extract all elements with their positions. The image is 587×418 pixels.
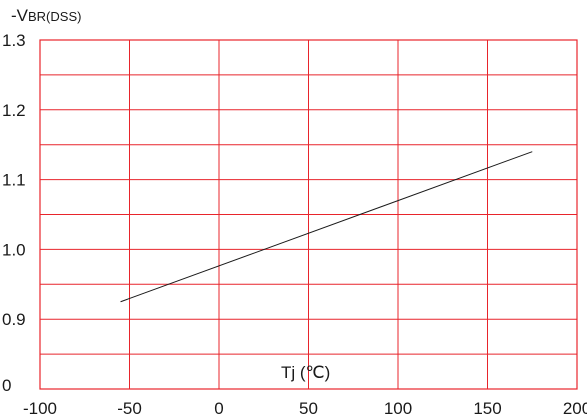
y-axis-label-subscript: BR(DSS) <box>28 9 81 24</box>
x-tick-label-5: 150 <box>473 399 501 418</box>
x-tick-label-4: 100 <box>384 399 412 418</box>
y-tick-label-4: 1.2 <box>2 101 26 120</box>
y-tick-label-1: 0.9 <box>2 310 26 329</box>
x-tick-label-0: -100 <box>23 399 57 418</box>
x-tick-labels: -100 -50 0 50 100 150 200 <box>23 399 587 418</box>
x-tick-label-6: 200 <box>563 399 587 418</box>
y-tick-label-5: 1.3 <box>2 31 26 50</box>
y-tick-label-3: 1.1 <box>2 171 26 190</box>
x-tick-label-2: 0 <box>214 399 223 418</box>
series-group <box>120 151 533 303</box>
plot-frame <box>39 39 578 390</box>
x-tick-label-3: 50 <box>299 399 318 418</box>
y-axis-label-prefix: -V <box>11 6 29 25</box>
y-axis-label: -VBR(DSS) <box>11 6 81 25</box>
grid <box>39 39 578 390</box>
x-tick-label-1: -50 <box>117 399 142 418</box>
y-tick-label-0: 0 <box>2 376 11 395</box>
x-axis-label: Tj (℃) <box>281 363 330 382</box>
y-tick-label-2: 1.0 <box>2 240 26 259</box>
y-tick-labels: 0 0.9 1.0 1.1 1.2 1.3 <box>2 31 26 395</box>
series-line-0 <box>120 151 533 303</box>
